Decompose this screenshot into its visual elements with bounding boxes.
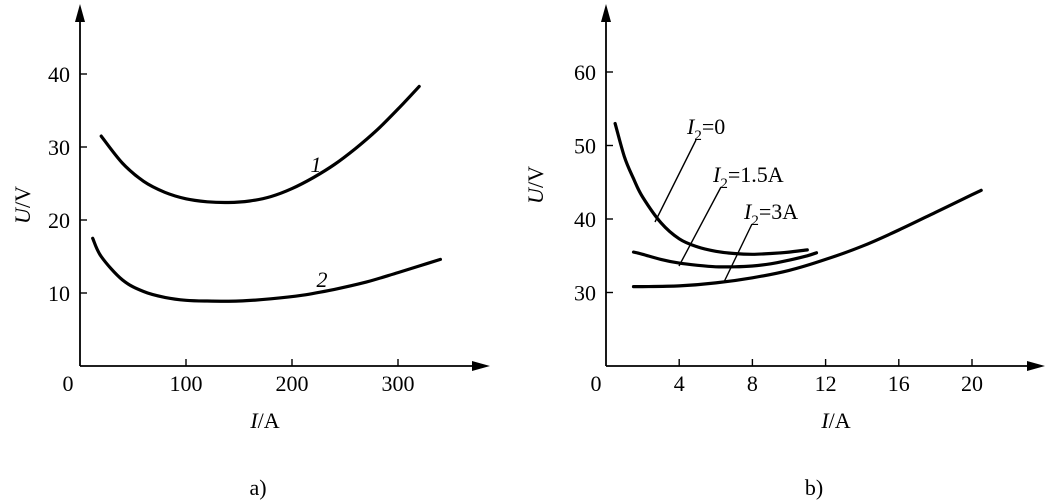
y-tick-label-b-50: 50 — [574, 134, 596, 159]
y-tick-label-b-40: 40 — [574, 207, 596, 232]
series-line-b-i-0 — [613, 121, 809, 256]
x-tick-label-a-200: 200 — [276, 371, 309, 396]
curves-a — [91, 84, 442, 303]
y-tick-label-a-20: 20 — [48, 208, 70, 233]
series-label-i2-1-5: I2=1.5A — [712, 162, 784, 192]
y-axis-label-b: U/V — [523, 166, 548, 204]
series-line-b-i-1-5a — [631, 250, 819, 269]
y-axis-label-a: U/V — [10, 186, 35, 224]
panel-label-a: a) — [249, 475, 266, 500]
x-tick-label-b-16: 16 — [888, 371, 910, 396]
series-label-i2-0: I2=0 — [686, 114, 725, 144]
x-tick-label-a-300: 300 — [382, 371, 415, 396]
series-line-a-1 — [99, 84, 421, 205]
series-label-i2-3: I2=3A — [743, 199, 798, 229]
y-tick-label-a-40: 40 — [48, 62, 70, 87]
leader-line-i2-3 — [723, 223, 753, 283]
chart-panel-a: 100 200 300 10 20 30 40 0 1 2 I/A U/V a) — [10, 4, 490, 500]
series-label-1: 1 — [311, 152, 322, 177]
y-axis-arrow-a — [75, 4, 85, 22]
x-axis-label-a: I/A — [249, 408, 279, 433]
x-tick-label-b-12: 12 — [815, 371, 837, 396]
origin-label-b: 0 — [591, 371, 602, 396]
origin-label-a: 0 — [63, 371, 74, 396]
y-tick-label-a-10: 10 — [48, 281, 70, 306]
y-tick-label-b-60: 60 — [574, 60, 596, 85]
y-axis-arrow-b — [601, 4, 611, 22]
leader-line-i2-1-5 — [678, 186, 722, 267]
series-label-2: 2 — [317, 267, 328, 292]
x-axis-label-b: I/A — [820, 408, 850, 433]
chart-panel-b: 4 8 12 16 20 30 40 50 60 0 I2=0 I2=1.5A I2=3A I/… — [523, 4, 1045, 500]
y-tick-label-b-30: 30 — [574, 281, 596, 306]
x-axis-arrow-a — [472, 361, 490, 371]
series-line-b-i-3a — [631, 188, 983, 289]
x-tick-label-b-20: 20 — [961, 371, 983, 396]
x-tick-label-b-8: 8 — [747, 371, 758, 396]
series-line-a-2 — [91, 236, 442, 303]
curves-b — [613, 121, 983, 289]
x-axis-arrow-b — [1027, 361, 1045, 371]
ticks-b: 4 8 12 16 20 30 40 50 60 — [574, 60, 983, 396]
x-tick-label-b-4: 4 — [674, 371, 685, 396]
leader-line-i2-0 — [654, 139, 697, 223]
y-tick-label-a-30: 30 — [48, 135, 70, 160]
panel-label-b: b) — [805, 475, 823, 500]
x-tick-label-a-100: 100 — [170, 371, 203, 396]
